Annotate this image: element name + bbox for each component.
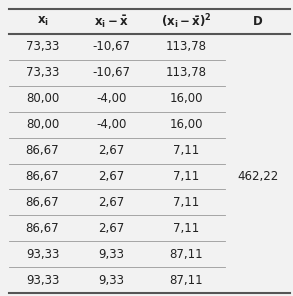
Text: 86,67: 86,67 [26,170,59,183]
Text: 86,67: 86,67 [26,222,59,235]
Text: 7,11: 7,11 [173,144,199,157]
Text: -4,00: -4,00 [96,92,127,105]
Text: 86,67: 86,67 [26,196,59,209]
Text: 93,33: 93,33 [26,248,59,261]
Text: -4,00: -4,00 [96,118,127,131]
Text: $\mathbf{x_i - \bar{x}}$: $\mathbf{x_i - \bar{x}}$ [94,13,129,30]
Text: 2,67: 2,67 [98,144,125,157]
Text: 7,11: 7,11 [173,196,199,209]
Text: -10,67: -10,67 [93,66,130,79]
Text: 86,67: 86,67 [26,144,59,157]
Text: 7,11: 7,11 [173,170,199,183]
Text: $\mathbf{(x_i - \bar{x})^2}$: $\mathbf{(x_i - \bar{x})^2}$ [161,12,211,31]
Text: 16,00: 16,00 [169,118,203,131]
Text: 73,33: 73,33 [26,41,59,54]
Text: 80,00: 80,00 [26,118,59,131]
Text: 462,22: 462,22 [237,170,278,183]
Text: 7,11: 7,11 [173,222,199,235]
Text: 87,11: 87,11 [169,248,203,261]
Text: 113,78: 113,78 [166,66,207,79]
Text: $\mathbf{x_i}$: $\mathbf{x_i}$ [37,15,49,28]
Text: 2,67: 2,67 [98,196,125,209]
Text: 93,33: 93,33 [26,274,59,287]
Text: -10,67: -10,67 [93,41,130,54]
Text: 16,00: 16,00 [169,92,203,105]
Text: $\mathbf{D}$: $\mathbf{D}$ [252,15,263,28]
Text: 113,78: 113,78 [166,41,207,54]
Text: 80,00: 80,00 [26,92,59,105]
Text: 87,11: 87,11 [169,274,203,287]
Text: 2,67: 2,67 [98,170,125,183]
Text: 73,33: 73,33 [26,66,59,79]
Text: 2,67: 2,67 [98,222,125,235]
Text: 9,33: 9,33 [98,248,125,261]
Text: 9,33: 9,33 [98,274,125,287]
